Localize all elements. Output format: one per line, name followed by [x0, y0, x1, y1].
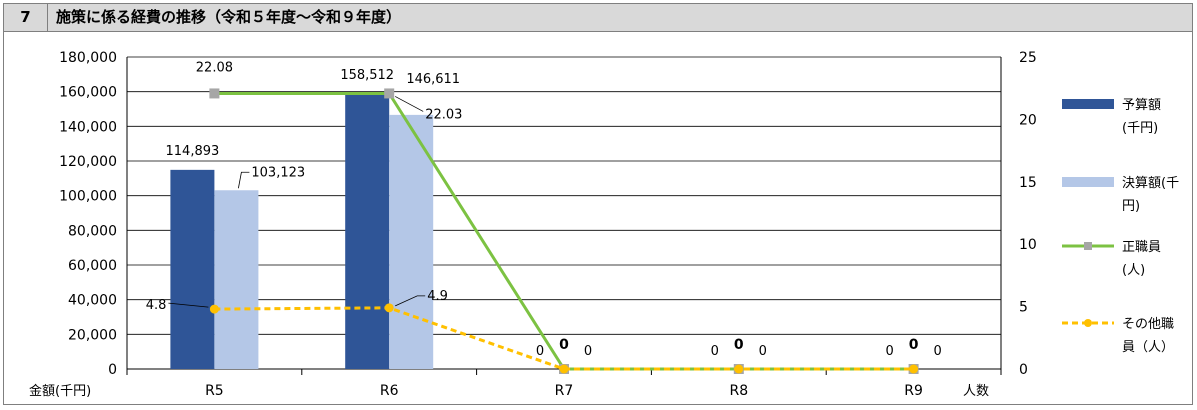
- section-title: 施策に係る経費の推移（令和５年度～令和９年度）: [56, 8, 402, 26]
- marker-regular-staff: [209, 88, 220, 99]
- marker-other-staff: [734, 364, 744, 374]
- data-label-other-staff: 0: [734, 337, 744, 353]
- y-left-tick-label: 120,000: [59, 154, 117, 170]
- legend-label: その他職: [1122, 317, 1174, 332]
- data-label-actual: 0: [536, 344, 544, 359]
- expense-trend-chart: 0 20,000 40,000 60,000 80,000 100,000 120,000 1…: [29, 50, 1179, 399]
- legend-label: 予算額: [1122, 98, 1161, 113]
- marker-other-staff: [209, 304, 219, 314]
- legend-label: 決算額(千: [1122, 176, 1179, 191]
- y-right-tick-label: 20: [1019, 112, 1037, 128]
- data-label-actual: 0: [711, 344, 719, 359]
- y-left-tick-label: 20,000: [68, 327, 117, 343]
- legend-swatch: [1062, 177, 1114, 187]
- y-left-axis-label: 金額(千円): [29, 383, 91, 399]
- data-label-regular-staff: 22.08: [196, 60, 233, 75]
- y-left-tick-label: 160,000: [59, 85, 117, 101]
- leader-line: [168, 302, 209, 308]
- x-tick-label: R6: [380, 383, 399, 399]
- marker-regular-staff: [384, 88, 395, 99]
- y-left-tick-label: 140,000: [59, 119, 117, 135]
- data-label-other-staff: 0: [909, 337, 919, 353]
- y-left-tick-label: 40,000: [68, 293, 117, 309]
- section-number: 7: [4, 4, 48, 31]
- legend-label: 員（人）: [1122, 340, 1174, 355]
- x-tick-label: R8: [729, 383, 748, 399]
- data-label-other-staff: 4.9: [427, 289, 448, 304]
- y-right-axis-label: 人数: [963, 384, 989, 399]
- y-left-tick-label: 60,000: [68, 258, 117, 274]
- bar-budget: [170, 169, 215, 369]
- data-label-other-staff: 0: [559, 337, 569, 353]
- marker-other-staff: [384, 303, 394, 313]
- leader-line: [395, 295, 426, 307]
- bar-budget: [345, 94, 390, 370]
- data-label-actual: 103,123: [251, 165, 305, 180]
- leader-line: [238, 171, 250, 189]
- y-right-tick-label: 0: [1019, 362, 1028, 378]
- legend-marker: [1084, 242, 1092, 250]
- data-label-budget: 158,512: [340, 68, 394, 83]
- legend-swatch: [1062, 99, 1114, 109]
- data-label-actual: 0: [885, 344, 893, 359]
- bar-actual: [214, 190, 259, 369]
- marker-other-staff: [909, 364, 919, 374]
- marker-other-staff: [559, 364, 569, 374]
- y-left-tick-label: 100,000: [59, 189, 117, 205]
- legend-marker: [1084, 319, 1092, 327]
- y-left-tick-label: 80,000: [68, 223, 117, 239]
- x-tick-label: R7: [555, 383, 574, 399]
- y-right-tick-label: 10: [1019, 237, 1037, 253]
- x-tick-label: R9: [904, 383, 923, 399]
- data-label-regular-staff: 22.03: [425, 107, 462, 122]
- y-right-tick-label: 5: [1019, 300, 1028, 316]
- data-label-regular-staff: 0: [759, 344, 767, 359]
- data-label-actual: 146,611: [406, 72, 460, 87]
- legend-label: 正職員: [1122, 240, 1161, 255]
- y-left-tick-label: 0: [108, 362, 117, 378]
- section-header: 7 施策に係る経費の推移（令和５年度～令和９年度）: [4, 4, 1192, 32]
- leader-line: [395, 96, 424, 112]
- data-label-budget: 114,893: [166, 144, 220, 159]
- line-regular-staff: [214, 91, 914, 371]
- data-label-regular-staff: 0: [933, 344, 941, 359]
- chart-panel: 7 施策に係る経費の推移（令和５年度～令和９年度） 0 20,000 40,000 6…: [3, 3, 1193, 405]
- x-tick-label: R5: [205, 383, 224, 399]
- legend-label: 円): [1122, 199, 1140, 214]
- y-left-tick-label: 180,000: [59, 50, 117, 66]
- data-label-regular-staff: 0: [584, 344, 592, 359]
- y-right-tick-label: 15: [1019, 175, 1037, 191]
- legend-label: (人): [1122, 263, 1145, 278]
- y-right-tick-label: 25: [1019, 50, 1037, 66]
- legend-label: (千円): [1122, 121, 1158, 136]
- data-label-other-staff: 4.8: [146, 298, 167, 313]
- line-other-staff: [214, 306, 914, 371]
- bar-actual: [389, 114, 434, 369]
